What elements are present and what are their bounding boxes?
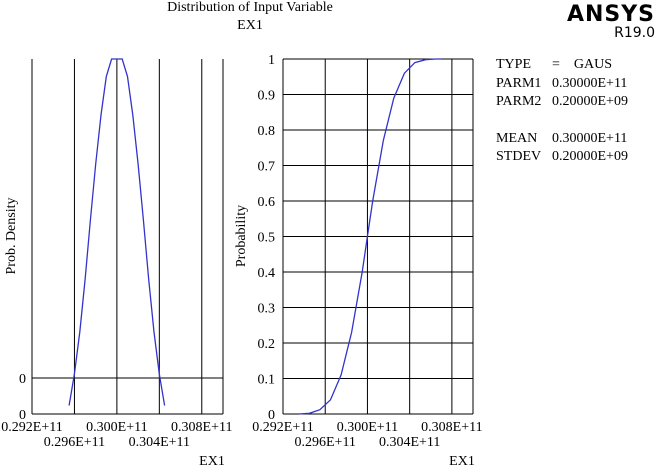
density-y-tick-label: 0 [19,372,26,387]
stat-mean: MEAN 0.30000E+11 [496,130,628,149]
cdf-x-tick-label: 0.308E+11 [421,420,482,435]
density-x-tick-label: 0.296E+11 [44,435,105,450]
cdf-x-tick-label: 0.296E+11 [295,435,356,450]
stat-label: STDEV [496,149,542,164]
chart-title: Distribution of Input Variable [167,0,333,15]
stat-value: = GAUS [552,57,613,72]
cdf-y-tick-label: 0.7 [258,160,276,175]
density-x-tick-label: 0.300E+11 [86,420,147,435]
cdf-curve [298,58,442,415]
cdf-y-axis-label: Probability [234,205,249,267]
stat-value: 0.30000E+11 [552,130,628,146]
cdf-y-tick-label: 0.4 [258,266,276,281]
cdf-x-tick-label: 0.292E+11 [252,420,313,435]
stat-type: TYPE = GAUS [496,56,628,75]
cdf-y-tick-label: 0.3 [258,302,276,317]
cdf-x-axis-label: EX1 [449,454,475,467]
stat-value: 0.20000E+09 [552,94,628,109]
distribution-stats: TYPE = GAUS PARM1 0.30000E+11 PARM2 0.20000… [496,56,628,167]
density-y-tick-label: 0 [19,408,26,423]
density-x-axis-label: EX1 [199,454,225,467]
version-label: R19.0 [614,25,655,41]
cdf-y-tick-label: 0 [268,408,275,423]
stat-label: MEAN [496,130,538,146]
cdf-x-tick-label: 0.304E+11 [379,435,440,450]
stat-value: 0.30000E+11 [552,75,628,91]
cdf-y-tick-label: 0.2 [258,337,276,352]
stat-parm2: PARM2 0.20000E+09 [496,93,628,112]
cdf-x-tick-label: 0.300E+11 [337,420,398,435]
stat-label: PARM1 [496,75,542,91]
stat-parm1: PARM1 0.30000E+11 [496,75,628,94]
density-x-tick-label: 0.292E+11 [1,420,62,435]
density-x-tick-label: 0.308E+11 [171,420,232,435]
density-curve [68,58,166,406]
stat-label: PARM2 [496,94,542,109]
cdf-y-tick-label: 0.6 [258,195,276,210]
density-x-tick-label: 0.304E+11 [129,435,190,450]
chart-subtitle: EX1 [237,18,263,33]
stat-label: TYPE [496,57,531,72]
density-y-axis-label: Prob. Density [4,198,19,275]
ansys-logo: ANSYS [566,2,655,27]
stat-stdev: STDEV 0.20000E+09 [496,148,628,167]
stat-value: 0.20000E+09 [552,149,628,164]
cdf-y-tick-label: 0.8 [258,124,276,139]
cdf-y-tick-label: 0.1 [258,373,276,388]
cdf-y-tick-label: 1 [268,53,275,68]
cdf-y-tick-label: 0.5 [258,231,276,246]
cdf-y-tick-label: 0.9 [258,89,276,104]
